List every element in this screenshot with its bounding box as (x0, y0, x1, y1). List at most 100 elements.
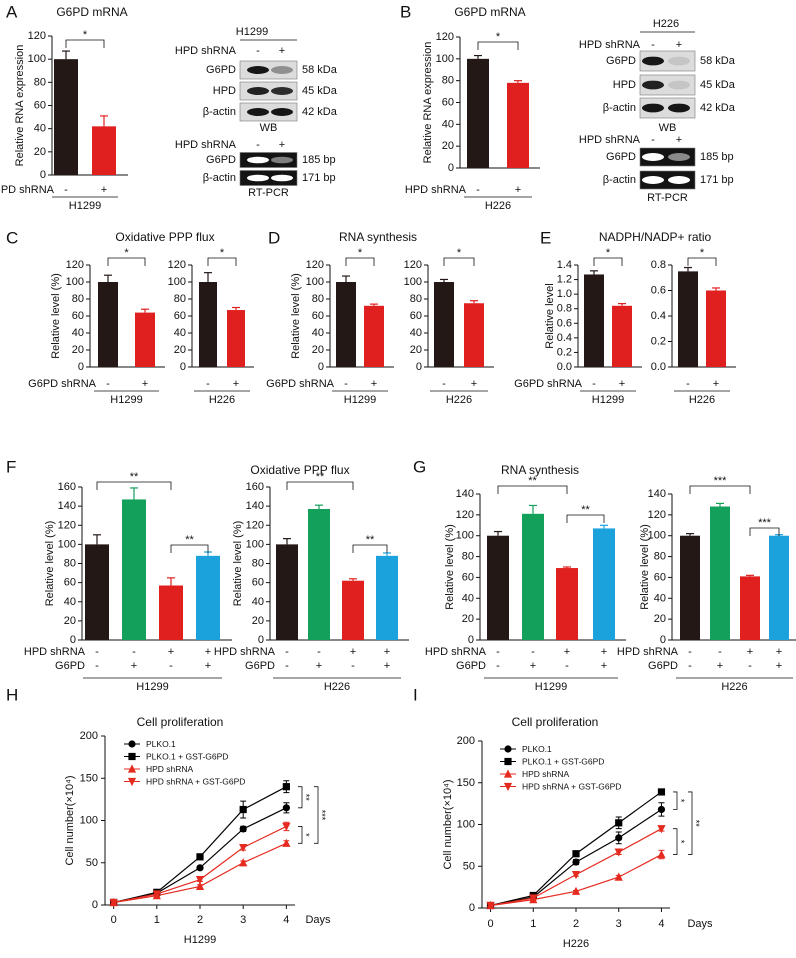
marker (239, 825, 247, 833)
legend-marker (128, 740, 136, 748)
legend-marker (127, 764, 137, 773)
bar (680, 535, 700, 640)
significance-bracket (687, 257, 717, 266)
lane-label: - (256, 139, 260, 151)
y-tick-label: 20 (64, 615, 76, 627)
bar (308, 508, 330, 640)
y-tick-label: 0.6 (557, 317, 572, 329)
panel-letter: F (6, 458, 16, 477)
lane-label: + (279, 139, 285, 151)
marker (196, 864, 204, 872)
y-tick-label: 20 (312, 344, 324, 356)
bar (98, 282, 118, 367)
y-tick-label: 160 (58, 481, 76, 493)
y-tick-label: 100 (246, 538, 264, 550)
significance-label: ** (185, 534, 194, 546)
y-tick-label: 20 (174, 344, 186, 356)
y-tick-label: 140 (648, 488, 666, 500)
blot-size-label: 171 bp (302, 172, 336, 184)
panel-letter: B (400, 3, 411, 22)
y-tick-label: 50 (463, 860, 475, 872)
y-tick-label: 40 (442, 118, 454, 130)
cell-line-label: H226 (653, 18, 679, 30)
blot-band (247, 174, 269, 182)
bar (710, 506, 730, 640)
y-tick-label: 160 (246, 481, 264, 493)
marker (195, 876, 205, 885)
marker (572, 850, 580, 858)
treatment-name: HPD shRNA (24, 646, 86, 658)
significance-label: * (606, 247, 611, 259)
significance-label: ** (301, 794, 311, 802)
y-tick-label: 140 (246, 500, 264, 512)
treatment-level: - (748, 660, 752, 672)
y-tick-label: 100 (66, 276, 84, 288)
y-tick-label: 120 (66, 259, 84, 271)
treatment-name: G6PD shRNA (266, 378, 335, 390)
blot-header: HPD shRNA (579, 134, 641, 146)
y-tick-label: 0 (180, 361, 186, 373)
significance-bracket (170, 544, 209, 553)
panel-letter: E (540, 229, 551, 248)
group-label: H1299 (69, 200, 101, 212)
treatment-level: + (601, 646, 607, 658)
y-axis-label: Relative level (%) (50, 273, 62, 359)
significance-label: *** (714, 475, 728, 487)
blot-row-label: β-actin (603, 102, 636, 114)
bar (364, 305, 384, 367)
blot-box (639, 97, 696, 119)
treatment-name: HPD shRNA (617, 646, 679, 658)
legend-label: PLKO.1 + GST-G6PD (146, 752, 228, 762)
lane-label: - (651, 134, 655, 146)
legend-label: PLKO.1 (146, 739, 176, 749)
y-tick-label: 120 (436, 31, 454, 43)
treatment-level: - (285, 646, 289, 658)
panel-letter: G (413, 458, 426, 477)
y-tick-label: 60 (462, 571, 474, 583)
y-tick-label: 20 (462, 613, 474, 625)
y-tick-label: 100 (404, 276, 422, 288)
blot-box (639, 170, 696, 190)
y-tick-label: 40 (72, 327, 84, 339)
marker (486, 901, 495, 911)
treatment-level: - (531, 646, 535, 658)
significance-bracket (207, 257, 237, 266)
y-tick-label: 40 (410, 327, 422, 339)
bar (196, 555, 220, 640)
x-tick-label: 3 (616, 918, 622, 930)
blot-size-label: 45 kDa (700, 79, 736, 91)
y-tick-label: 140 (456, 488, 474, 500)
y-tick-label: 200 (457, 735, 475, 747)
significance-label: ** (366, 534, 375, 546)
x-tick-label: 3 (240, 914, 246, 926)
y-tick-label: 0 (78, 361, 84, 373)
y-tick-label: 20 (442, 140, 454, 152)
significance-label: * (700, 247, 705, 259)
chart-title: G6PD mRNA (454, 5, 525, 19)
bar (556, 568, 578, 640)
bar (54, 59, 78, 175)
treatment-level: + (131, 660, 137, 672)
bar (522, 513, 544, 640)
bar (678, 271, 698, 367)
y-axis-label: Cell number(×10⁴) (64, 775, 76, 865)
y-tick-label: 40 (462, 592, 474, 604)
blot-band (271, 174, 293, 182)
group-label: H226 (485, 200, 511, 212)
treatment-level: - (317, 646, 321, 658)
bar (199, 282, 217, 367)
y-tick-label: 0.6 (651, 285, 666, 297)
treatment-name: G6PD (245, 660, 275, 672)
y-tick-label: 0.8 (557, 303, 572, 315)
y-tick-label: 0 (92, 899, 98, 911)
y-tick-label: 60 (410, 310, 422, 322)
treatment-level: - (686, 378, 690, 390)
y-tick-label: 20 (410, 344, 422, 356)
blot-header: HPD shRNA (175, 139, 237, 151)
bar (769, 535, 789, 640)
legend-label: HPD shRNA (522, 769, 570, 779)
treatment-name: G6PD (456, 660, 486, 672)
legend-label: HPD shRNA + GST-G6PD (146, 777, 245, 787)
y-tick-label: 120 (58, 519, 76, 531)
treatment-name: HPD shRNA (214, 646, 276, 658)
